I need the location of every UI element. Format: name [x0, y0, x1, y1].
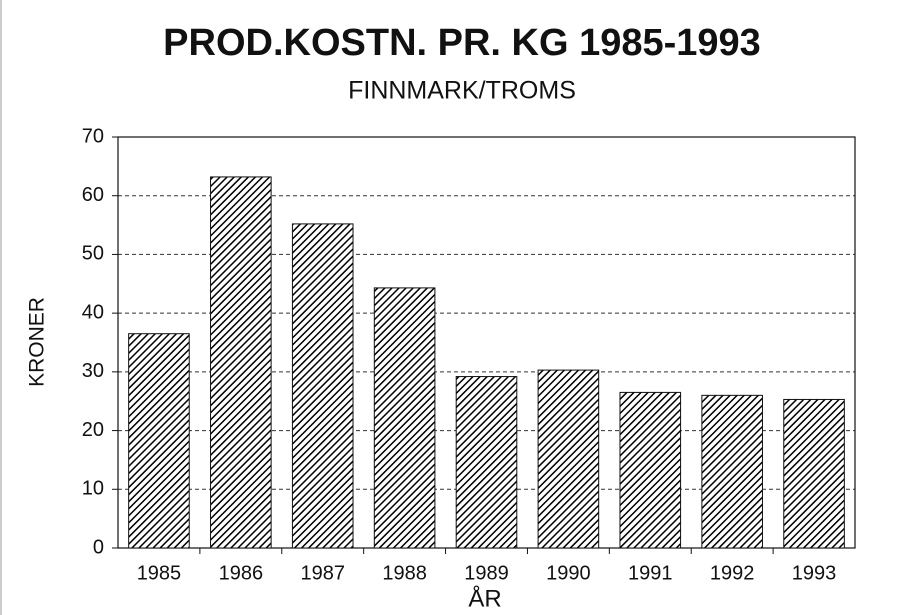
x-tick-label: 1989 [464, 562, 509, 584]
bar [783, 398, 845, 549]
x-tick-label: 1993 [792, 562, 837, 584]
bar [455, 376, 518, 549]
y-axis-label: KRONER [26, 297, 49, 387]
x-tick-label: 1990 [546, 562, 591, 584]
y-tick-label: 40 [82, 301, 104, 323]
bar [373, 287, 436, 549]
chart-subtitle: FINNMARK/TROMS [348, 77, 576, 105]
bar [210, 176, 272, 549]
y-tick-label: 30 [82, 360, 104, 382]
x-axis-label: ÅR [468, 584, 501, 612]
y-tick-label: 20 [82, 419, 104, 441]
chart-title: PROD.KOSTN. PR. KG 1985-1993 [163, 22, 761, 64]
x-tick-label: 1991 [628, 562, 673, 584]
y-tick-label: 10 [82, 478, 104, 500]
x-tick-label: 1988 [382, 562, 427, 584]
y-tick-label: 50 [82, 243, 104, 265]
bar [619, 391, 682, 549]
y-tick-label: 0 [93, 536, 104, 558]
x-tick-label: 1985 [137, 562, 182, 584]
x-tick-label: 1992 [710, 562, 755, 584]
x-tick-label: 1987 [300, 562, 345, 584]
y-tick-label: 60 [82, 184, 104, 206]
bar [128, 333, 190, 549]
bar [291, 223, 354, 549]
x-tick-label: 1986 [219, 562, 264, 584]
y-tick-label: 70 [82, 125, 104, 147]
bar [537, 369, 600, 549]
bar [701, 394, 763, 549]
